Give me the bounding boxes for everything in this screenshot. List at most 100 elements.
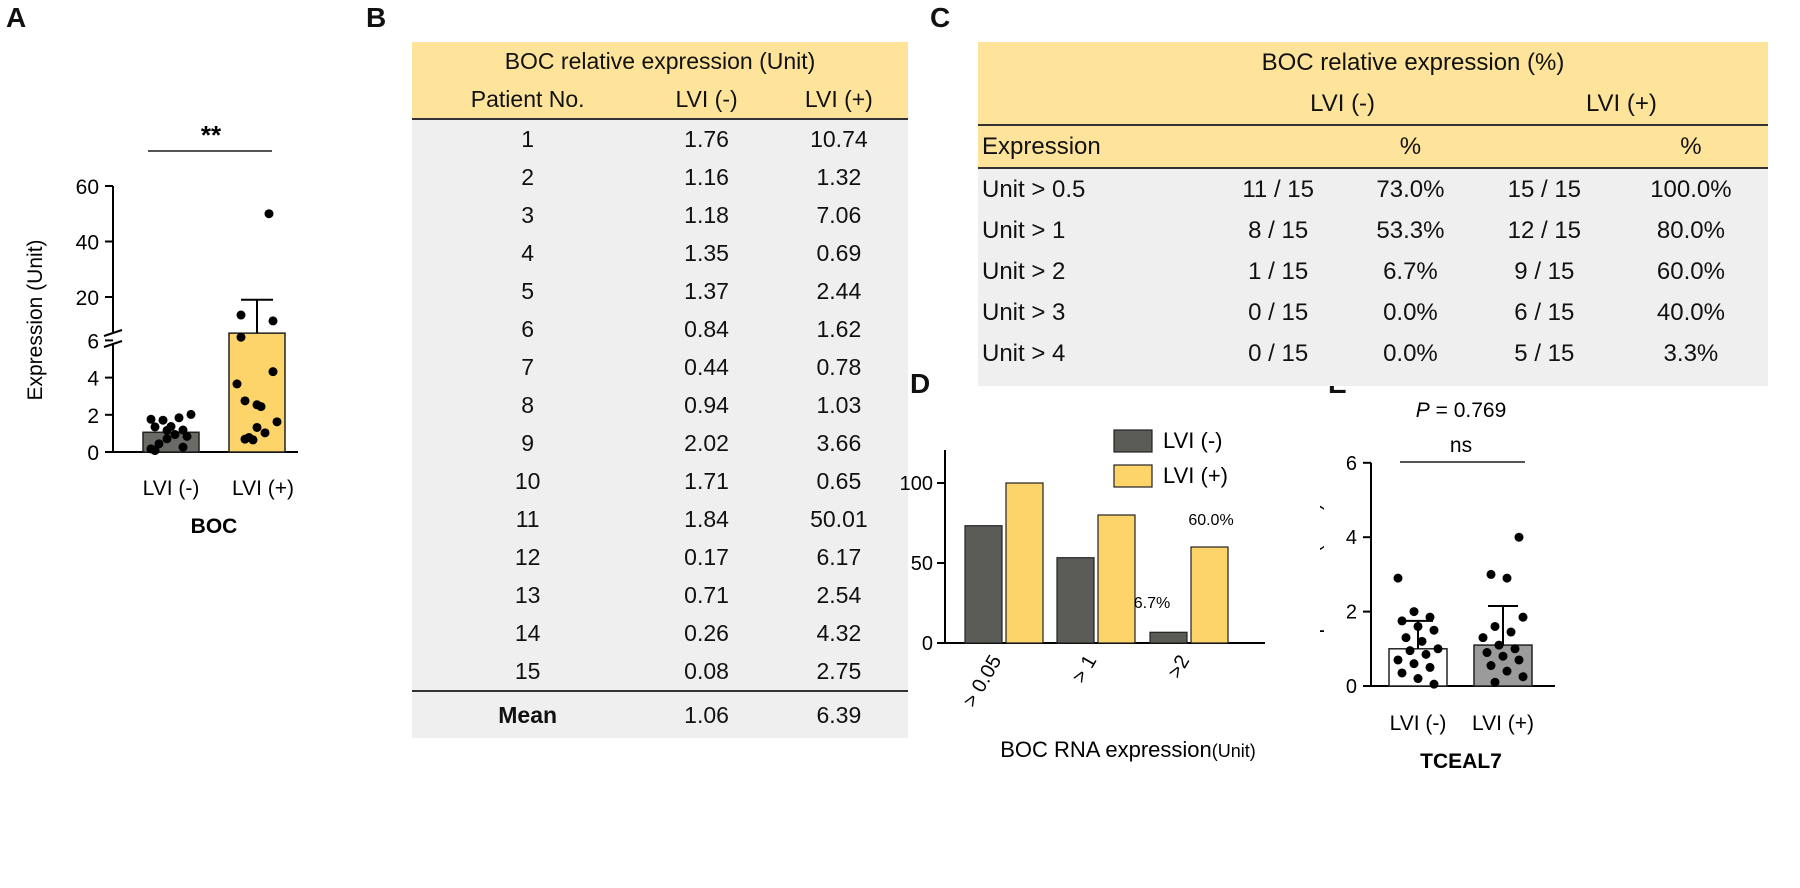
table-b-cell: 1.16 bbox=[684, 163, 729, 190]
table-c-cell: 6 / 15 bbox=[1514, 298, 1575, 326]
table-c-row: Unit > 3 0 / 15 0.0% 6 / 15 40.0% bbox=[978, 292, 1768, 333]
data-point bbox=[1478, 633, 1488, 643]
panel-label-c: C bbox=[930, 2, 951, 33]
table-c-cell: 1 / 15 bbox=[1248, 257, 1309, 285]
axis-break-mark bbox=[103, 340, 123, 348]
data-point bbox=[162, 434, 172, 444]
table-b-cell: 4 bbox=[521, 239, 535, 266]
data-point bbox=[264, 209, 274, 219]
data-point bbox=[252, 400, 262, 410]
data-point bbox=[186, 409, 196, 419]
table-c-header: % bbox=[1680, 132, 1702, 160]
table-b-header: Patient No. bbox=[470, 85, 585, 112]
x-tick-label: LVI (-) bbox=[1390, 712, 1447, 735]
data-point bbox=[1429, 679, 1439, 689]
y-tick-label: 4 bbox=[87, 368, 99, 391]
table-b-cell: 13 bbox=[514, 581, 541, 608]
table-c-cell: Unit > 2 bbox=[982, 257, 1066, 285]
data-point bbox=[1397, 668, 1407, 678]
table-b-cell: 0.94 bbox=[684, 391, 729, 418]
table-b-header: LVI (+) bbox=[804, 85, 873, 112]
table-b-cell: 0.65 bbox=[816, 467, 862, 494]
y-axis-label: Expression (Unit) bbox=[1320, 503, 1325, 656]
table-c-cell: 0.0% bbox=[1383, 298, 1438, 326]
y-tick-label: 0 bbox=[87, 442, 99, 465]
table-c-cell: 80.0% bbox=[1656, 216, 1725, 244]
table-b-row: 8 0.94 1.03 bbox=[412, 386, 908, 424]
table-c-cell: 100.0% bbox=[1650, 175, 1732, 203]
data-point bbox=[268, 367, 278, 377]
table-b-cell: 7.06 bbox=[816, 201, 862, 228]
table-c-cell: 40.0% bbox=[1656, 298, 1725, 326]
y-tick-label: 2 bbox=[1346, 602, 1357, 624]
table-b-row: 11 1.84 50.01 bbox=[412, 500, 908, 538]
y-tick-label: 2 bbox=[87, 405, 99, 428]
y-tick-label: 0 bbox=[1346, 676, 1357, 698]
table-b-row: 6 0.84 1.62 bbox=[412, 310, 908, 348]
data-point bbox=[150, 446, 160, 456]
table-c-cell: 0 / 15 bbox=[1248, 339, 1309, 367]
data-point bbox=[1393, 655, 1403, 665]
table-b-cell: 2.02 bbox=[684, 429, 729, 456]
data-point bbox=[178, 442, 188, 452]
table-b-row: 12 0.17 6.17 bbox=[412, 538, 908, 576]
y-tick-label: 100 bbox=[900, 473, 933, 495]
x-axis-title: TCEAL7 bbox=[1420, 750, 1502, 773]
y-tick-label: 60 bbox=[76, 176, 99, 199]
data-point bbox=[170, 430, 180, 440]
table-b-mean-row: Mean 1.06 6.39 bbox=[412, 691, 908, 738]
y-tick-label: 4 bbox=[1346, 527, 1357, 549]
table-b-cell: 2.44 bbox=[816, 277, 862, 304]
bar bbox=[1005, 482, 1044, 644]
table-b-cell: 50.01 bbox=[810, 505, 868, 532]
table-b: BOC relative expression (Unit) Patient N… bbox=[412, 42, 908, 738]
table-c-cell: 0 / 15 bbox=[1248, 298, 1309, 326]
table-b-cell: 0.78 bbox=[816, 353, 862, 380]
p-value-label: P = 0.769 bbox=[1416, 399, 1507, 422]
data-point bbox=[1413, 621, 1423, 631]
table-c-cell: 0.0% bbox=[1383, 339, 1438, 367]
table-b-cell: 0.71 bbox=[684, 581, 729, 608]
table-b-mean-cell: 1.06 bbox=[643, 691, 770, 738]
table-b-row: 15 0.08 2.75 bbox=[412, 652, 908, 692]
data-point bbox=[1425, 612, 1435, 622]
table-b-row: 5 1.37 2.44 bbox=[412, 272, 908, 310]
table-c-cell: Unit > 1 bbox=[982, 216, 1066, 244]
legend-swatch bbox=[1113, 464, 1153, 488]
table-c-cell: 73.0% bbox=[1376, 175, 1445, 203]
table-b-cell: 0.69 bbox=[816, 239, 862, 266]
table-b-cell: 0.26 bbox=[684, 619, 729, 646]
table-b-row: 3 1.18 7.06 bbox=[412, 196, 908, 234]
data-point bbox=[1401, 633, 1411, 643]
table-c-cell: 8 / 15 bbox=[1248, 216, 1309, 244]
table-b-cell: 0.17 bbox=[684, 543, 729, 570]
table-c-title: BOC relative expression (%) bbox=[1261, 48, 1565, 76]
table-b-cell: 12 bbox=[514, 543, 541, 570]
chart-a: 0 2 4 6 20 40 60 Expression (Unit) LVI (-) LVI (+… bbox=[24, 120, 298, 538]
data-point bbox=[1405, 646, 1415, 656]
x-tick-label: > 1 bbox=[1068, 652, 1101, 688]
table-b-cell: 1.32 bbox=[816, 163, 862, 190]
table-b-cell: 9 bbox=[521, 429, 535, 456]
table-c-header: % bbox=[1399, 132, 1422, 160]
data-point bbox=[146, 414, 156, 424]
table-c: BOC relative expression (%) LVI (-) LVI … bbox=[978, 42, 1768, 386]
data-point bbox=[182, 431, 192, 441]
data-point bbox=[240, 396, 250, 406]
table-c-cell: 12 / 15 bbox=[1507, 216, 1582, 244]
table-b-row: 9 2.02 3.66 bbox=[412, 424, 908, 462]
data-point bbox=[1510, 644, 1520, 654]
data-point bbox=[150, 422, 160, 432]
data-point bbox=[1502, 573, 1512, 583]
table-c-cell: 60.0% bbox=[1656, 257, 1725, 285]
data-point bbox=[236, 310, 246, 320]
table-b-cell: 1 bbox=[521, 125, 535, 152]
table-b-cell: 1.84 bbox=[684, 505, 729, 532]
data-point bbox=[1413, 674, 1423, 684]
bar bbox=[1190, 546, 1229, 644]
data-point bbox=[1486, 569, 1496, 579]
data-point bbox=[1417, 636, 1427, 646]
table-b-row: 10 1.71 0.65 bbox=[412, 462, 908, 500]
table-c-header: Expression bbox=[982, 132, 1101, 160]
y-tick-label: 50 bbox=[911, 553, 933, 575]
